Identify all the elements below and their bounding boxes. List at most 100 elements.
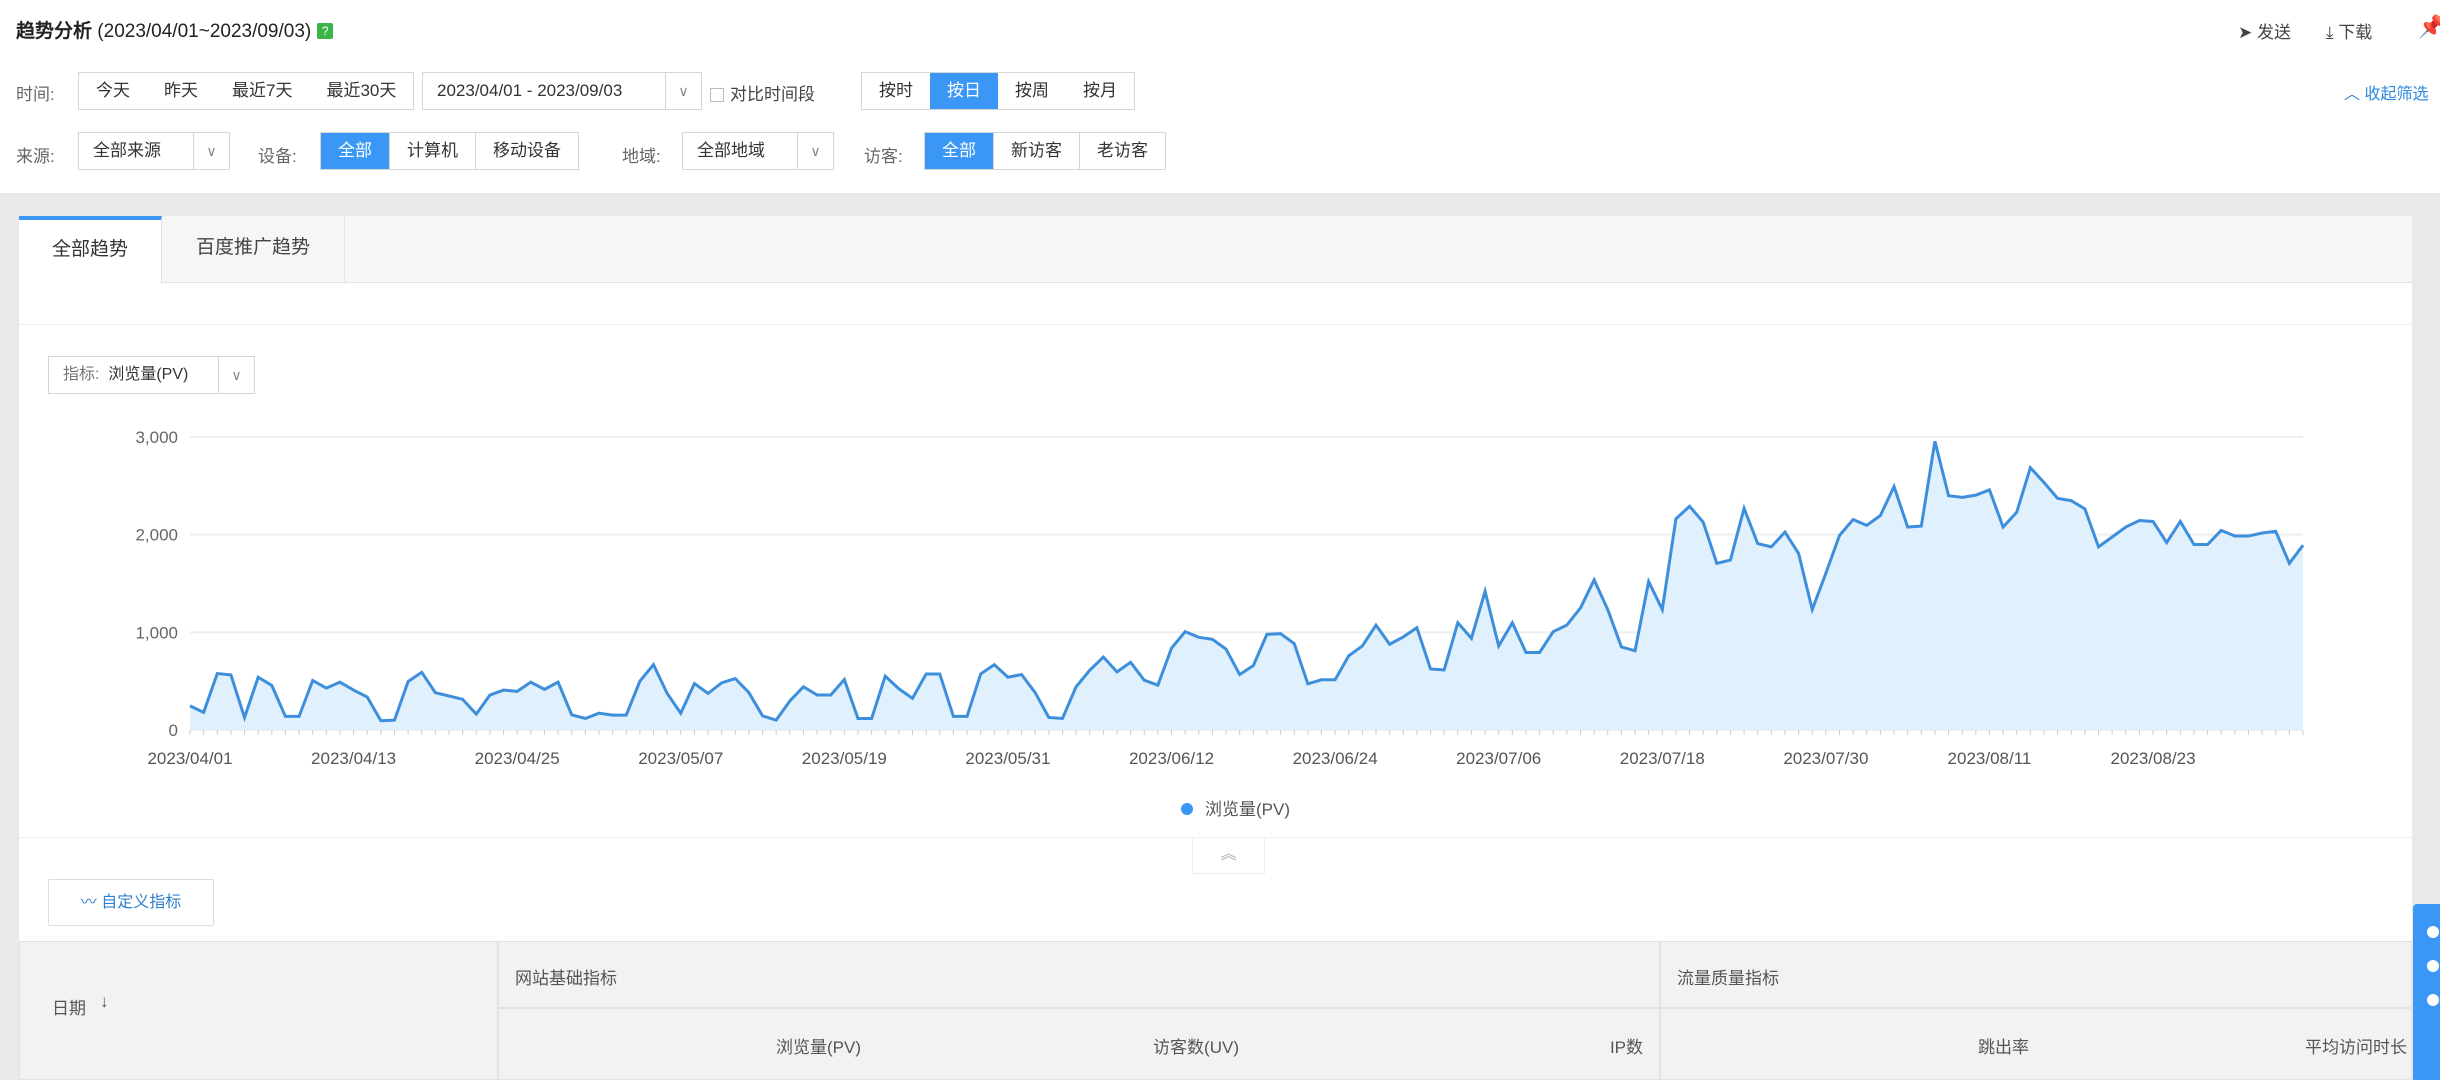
metric-select[interactable]: 指标: 浏览量(PV) ∨: [48, 356, 255, 394]
source-value: 全部来源: [93, 141, 161, 160]
x-tick-label: 2023/06/24: [1293, 749, 1378, 768]
x-tick-label: 2023/04/01: [147, 749, 232, 768]
x-tick-label: 2023/07/06: [1456, 749, 1541, 768]
tab-baidu-promo-trend[interactable]: 百度推广趋势: [162, 216, 345, 283]
y-tick-label: 0: [169, 721, 178, 740]
collapse-chart-button[interactable]: ︽: [1192, 838, 1265, 874]
device-computer[interactable]: 计算机: [389, 133, 475, 169]
x-tick-label: 2023/05/07: [638, 749, 723, 768]
help-icon[interactable]: [2427, 994, 2439, 1006]
chevron-down-icon: ∨: [193, 133, 229, 169]
custom-metric-label: 自定义指标: [101, 894, 182, 911]
group2-label: 流量质量指标: [1677, 969, 1779, 988]
filter-header: 趋势分析 (2023/04/01~2023/09/03)? ➤ 发送 ⤓ 下载 …: [0, 0, 2440, 193]
quick-last30[interactable]: 最近30天: [326, 81, 397, 100]
col-uv[interactable]: 访客数(UV): [1153, 1038, 1239, 1057]
title-date-range: (2023/04/01~2023/09/03): [97, 21, 312, 42]
legend-marker: [1181, 803, 1193, 815]
send-button[interactable]: ➤ 发送: [2238, 18, 2291, 43]
x-tick-label: 2023/06/12: [1129, 749, 1214, 768]
col-bounce-rate[interactable]: 跳出率: [1978, 1038, 2029, 1057]
series-line: [189, 440, 2305, 723]
granularity-hour[interactable]: 按时: [879, 81, 913, 100]
x-tick-label: 2023/04/25: [475, 749, 560, 768]
compare-checkbox[interactable]: 对比时间段: [710, 80, 815, 105]
x-tick-label: 2023/05/19: [802, 749, 887, 768]
y-tick-label: 3,000: [135, 428, 178, 447]
checkbox-icon: [710, 88, 724, 102]
group1-label: 网站基础指标: [515, 969, 617, 988]
floating-tools[interactable]: [2413, 904, 2440, 1080]
time-label: 时间:: [16, 85, 55, 104]
y-tick-label: 1,000: [135, 623, 178, 642]
col-pv[interactable]: 浏览量(PV): [776, 1038, 861, 1057]
region-value: 全部地域: [697, 141, 765, 160]
visitor-returning[interactable]: 老访客: [1079, 133, 1165, 169]
metric-label: 指标:: [63, 366, 100, 383]
source-select[interactable]: 全部来源 ∨: [78, 132, 230, 170]
granularity-group: 按时 按日 按周 按月: [861, 72, 1135, 110]
help-icon[interactable]: ?: [317, 23, 334, 39]
tab-bar: 全部趋势 百度推广趋势: [19, 216, 2412, 284]
metric-selected: 浏览量(PV): [108, 366, 189, 383]
custom-metric-button[interactable]: 〰 自定义指标: [48, 879, 214, 926]
trend-chart: 0 1,000 2,000 3,000 2023/04/01 2023/04/13 2023…: [135, 428, 2305, 819]
source-label: 来源:: [16, 147, 55, 166]
chevron-up-icon: ︿: [2344, 86, 2361, 103]
x-tick-label: 2023/08/11: [1948, 749, 2032, 768]
chevron-down-icon: ∨: [665, 73, 701, 109]
x-tick-label: 2023/07/18: [1620, 749, 1705, 768]
col-ip[interactable]: IP数: [1609, 1038, 1643, 1057]
x-tick-label: 2023/07/30: [1783, 749, 1868, 768]
sort-down-icon[interactable]: ↓: [100, 992, 109, 1011]
legend-label: 浏览量(PV): [1205, 800, 1290, 819]
visitor-all[interactable]: 全部: [925, 133, 993, 169]
table-header-date[interactable]: 日期 ↓: [19, 941, 498, 1080]
x-tick-label: 2023/05/31: [965, 749, 1050, 768]
double-chevron-up-icon: ︽: [1220, 846, 1237, 863]
metric-value: 指标: 浏览量(PV): [49, 357, 218, 393]
visitor-new[interactable]: 新访客: [993, 133, 1079, 169]
visitor-label: 访客:: [864, 147, 903, 166]
col-avg-duration[interactable]: 平均访问时长: [2305, 1038, 2407, 1057]
collapse-filter-label: 收起筛选: [2364, 86, 2429, 103]
download-label: 下载: [2338, 23, 2373, 42]
quick-last7[interactable]: 最近7天: [232, 81, 293, 100]
chevron-down-icon: ∨: [797, 133, 833, 169]
date-range-value: 2023/04/01 - 2023/09/03: [437, 81, 623, 100]
x-tick-label: 2023/08/23: [2110, 749, 2195, 768]
device-group: 全部 计算机 移动设备: [320, 132, 579, 170]
tab-all-trend[interactable]: 全部趋势: [19, 216, 162, 284]
divider: [19, 837, 2412, 838]
table-subheader-basic: 浏览量(PV) 访客数(UV) IP数: [498, 1008, 1660, 1080]
quick-yesterday[interactable]: 昨天: [164, 81, 198, 100]
mail-icon[interactable]: [2427, 926, 2439, 938]
region-select[interactable]: 全部地域 ∨: [682, 132, 834, 170]
granularity-week[interactable]: 按周: [1015, 81, 1049, 100]
area-fill: [190, 441, 2303, 730]
quick-date-group: 今天 昨天 最近7天 最近30天: [78, 72, 415, 110]
region-label: 地域:: [622, 147, 661, 166]
date-header-label: 日期: [52, 999, 86, 1018]
collapse-filter-link[interactable]: ︿ 收起筛选: [2344, 80, 2428, 104]
divider: [19, 324, 2412, 325]
y-tick-label: 2,000: [135, 526, 178, 545]
trend-panel: 全部趋势 百度推广趋势 指标: 浏览量(PV) ∨ 0 1,000 2,000 3,00…: [19, 216, 2412, 1080]
page-title: 趋势分析 (2023/04/01~2023/09/03)?: [16, 16, 334, 43]
device-all[interactable]: 全部: [321, 133, 389, 169]
compare-label: 对比时间段: [730, 85, 815, 104]
quick-today[interactable]: 今天: [96, 81, 130, 100]
send-label: 发送: [2256, 23, 2291, 42]
send-icon: ➤: [2238, 23, 2253, 42]
download-button[interactable]: ⤓ 下载: [2326, 18, 2372, 43]
x-tick-label: 2023/04/13: [311, 749, 396, 768]
pin-icon[interactable]: 📌: [2418, 14, 2440, 39]
granularity-month[interactable]: 按月: [1083, 81, 1117, 100]
date-range-picker[interactable]: 2023/04/01 - 2023/09/03 ∨: [422, 72, 702, 110]
title-text: 趋势分析: [16, 21, 93, 42]
table-subheader-quality: 跳出率 平均访问时长: [1660, 1008, 2412, 1080]
granularity-day[interactable]: 按日: [930, 73, 998, 109]
chevron-down-icon: ∨: [218, 357, 254, 393]
device-mobile[interactable]: 移动设备: [475, 133, 578, 169]
chat-icon[interactable]: [2427, 960, 2439, 972]
